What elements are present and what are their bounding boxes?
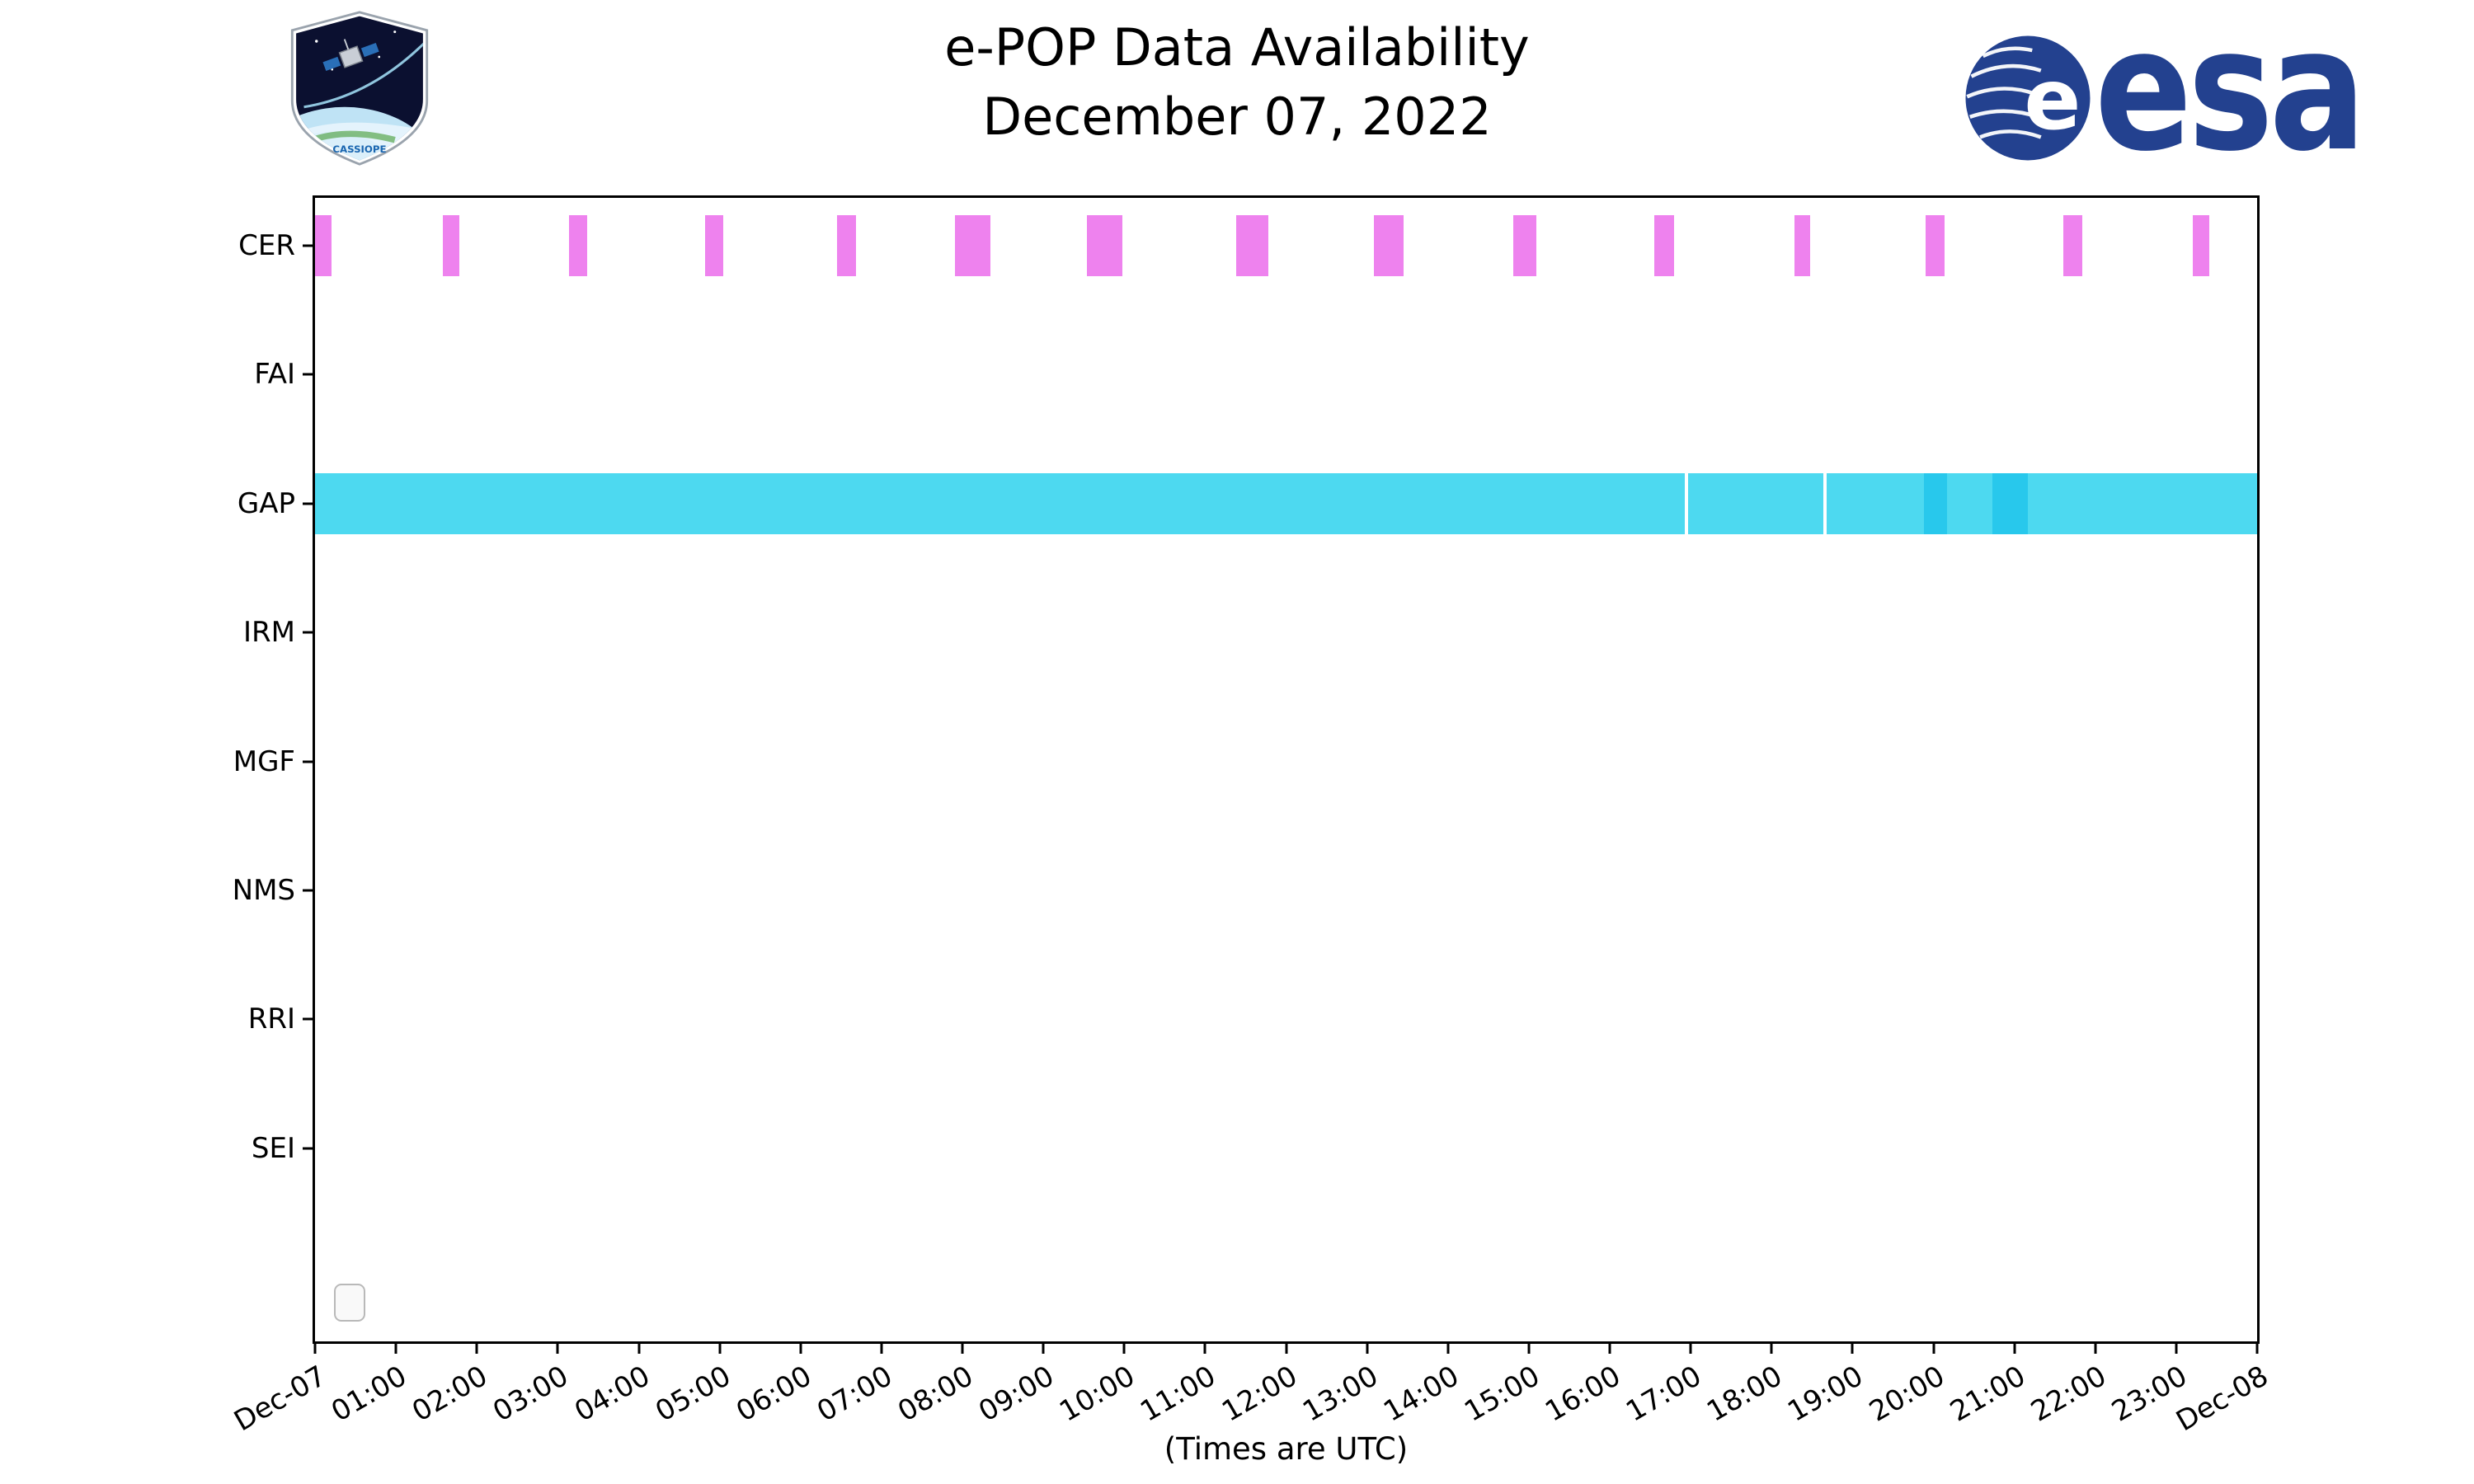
availability-bar bbox=[1087, 215, 1123, 276]
x-tick-label: 02:00 bbox=[407, 1360, 494, 1429]
y-tick bbox=[303, 502, 315, 505]
y-tick bbox=[303, 1147, 315, 1150]
x-tick-label: 20:00 bbox=[1863, 1360, 1950, 1429]
y-tick bbox=[303, 244, 315, 247]
availability-bar bbox=[1235, 215, 1268, 276]
x-tick-label: 09:00 bbox=[973, 1360, 1061, 1429]
availability-bar bbox=[315, 215, 332, 276]
x-tick bbox=[2013, 1341, 2016, 1354]
cassiope-mission-patch: CASSIOPE bbox=[285, 10, 435, 167]
plot-area: CER FAI GAP IRM MGF NMS RRI SEI Dec-07 01:00 02:00… bbox=[228, 195, 2274, 1438]
x-tick bbox=[2094, 1341, 2097, 1354]
x-tick bbox=[394, 1341, 397, 1354]
x-tick bbox=[1042, 1341, 1045, 1354]
availability-bar bbox=[443, 215, 459, 276]
y-axis-label: CER bbox=[238, 229, 295, 262]
x-tick-label: 11:00 bbox=[1135, 1360, 1222, 1429]
x-tick-label: 08:00 bbox=[892, 1360, 979, 1429]
esa-wordmark: esa bbox=[2095, 0, 2366, 189]
y-tick bbox=[303, 760, 315, 763]
availability-bar bbox=[2062, 215, 2083, 276]
x-tick bbox=[880, 1341, 883, 1354]
x-tick-label: 17:00 bbox=[1620, 1360, 1708, 1429]
x-tick-label: 10:00 bbox=[1054, 1360, 1141, 1429]
availability-bar bbox=[1992, 472, 2029, 534]
x-tick bbox=[1203, 1341, 1206, 1354]
x-tick bbox=[475, 1341, 478, 1354]
x-tick bbox=[718, 1341, 722, 1354]
x-tick bbox=[1527, 1341, 1531, 1354]
availability-bar bbox=[955, 215, 991, 276]
x-tick bbox=[1446, 1341, 1450, 1354]
legend-box bbox=[334, 1284, 365, 1322]
x-tick bbox=[2175, 1341, 2178, 1354]
availability-bar bbox=[1688, 472, 1824, 534]
availability-bar bbox=[1653, 215, 1674, 276]
x-tick-label: 13:00 bbox=[1296, 1360, 1384, 1429]
x-tick bbox=[556, 1341, 559, 1354]
x-tick bbox=[961, 1341, 964, 1354]
x-tick-label: 01:00 bbox=[326, 1360, 413, 1429]
x-tick-label: 03:00 bbox=[487, 1360, 575, 1429]
chart-title: e-POP Data Availability bbox=[944, 17, 1530, 77]
availability-bar bbox=[1923, 472, 1948, 534]
x-tick bbox=[799, 1341, 802, 1354]
x-tick bbox=[1608, 1341, 1611, 1354]
x-tick bbox=[637, 1341, 640, 1354]
y-axis-label: MGF bbox=[233, 744, 295, 778]
cassiope-label: CASSIOPE bbox=[332, 143, 386, 155]
x-tick-label: 22:00 bbox=[2025, 1360, 2112, 1429]
y-axis-label: NMS bbox=[232, 874, 295, 907]
x-tick bbox=[1689, 1341, 1692, 1354]
x-axis-caption: (Times are UTC) bbox=[1164, 1431, 1409, 1467]
x-tick-label: 07:00 bbox=[811, 1360, 898, 1429]
x-tick-label: 06:00 bbox=[730, 1360, 817, 1429]
availability-bar bbox=[1513, 215, 1536, 276]
x-tick bbox=[1366, 1341, 1369, 1354]
x-tick-label: Dec-07 bbox=[228, 1360, 332, 1439]
x-tick-label: 16:00 bbox=[1540, 1360, 1626, 1429]
availability-bar bbox=[1794, 215, 1811, 276]
x-tick bbox=[313, 1341, 317, 1354]
availability-bar bbox=[2193, 215, 2210, 276]
y-axis-label: SEI bbox=[251, 1131, 295, 1165]
y-tick bbox=[303, 1017, 315, 1021]
x-tick-label: 18:00 bbox=[1701, 1360, 1789, 1429]
chart-header: e-POP Data Availability December 07, 202… bbox=[0, 13, 2474, 151]
x-tick bbox=[1932, 1341, 1935, 1354]
availability-bar bbox=[1925, 215, 1945, 276]
availability-bar bbox=[1826, 472, 2257, 534]
x-tick bbox=[1122, 1341, 1126, 1354]
esa-globe-icon: e bbox=[1965, 35, 2091, 161]
esa-logo: e esa bbox=[1963, 7, 2409, 176]
y-axis-label: RRI bbox=[247, 1003, 295, 1036]
x-tick-label: 12:00 bbox=[1216, 1360, 1303, 1429]
x-tick-label: 21:00 bbox=[1944, 1360, 2031, 1429]
availability-bar bbox=[569, 215, 587, 276]
availability-bar bbox=[704, 215, 723, 276]
x-tick-label: 15:00 bbox=[1459, 1360, 1545, 1429]
x-tick bbox=[1770, 1341, 1773, 1354]
y-axis-label: GAP bbox=[237, 486, 295, 520]
availability-bar bbox=[836, 215, 857, 276]
availability-bar bbox=[315, 472, 1686, 534]
y-tick bbox=[303, 889, 315, 892]
y-axis-label: FAI bbox=[254, 358, 295, 392]
y-tick bbox=[303, 373, 315, 376]
availability-bar bbox=[1374, 215, 1404, 276]
y-tick bbox=[303, 631, 315, 634]
cassiope-patch-icon: CASSIOPE bbox=[290, 11, 429, 166]
chart-date: December 07, 2022 bbox=[982, 86, 1492, 147]
x-tick-label: 04:00 bbox=[568, 1360, 656, 1429]
x-tick-label: 05:00 bbox=[649, 1360, 736, 1429]
y-axis-label: IRM bbox=[243, 616, 295, 650]
x-tick-label: Dec-08 bbox=[2170, 1360, 2274, 1439]
x-tick-label: 14:00 bbox=[1377, 1360, 1465, 1429]
x-tick bbox=[1851, 1341, 1854, 1354]
x-tick bbox=[2255, 1341, 2259, 1354]
svg-text:e: e bbox=[2024, 51, 2081, 149]
x-tick-label: 19:00 bbox=[1782, 1360, 1870, 1429]
x-tick bbox=[1285, 1341, 1287, 1354]
